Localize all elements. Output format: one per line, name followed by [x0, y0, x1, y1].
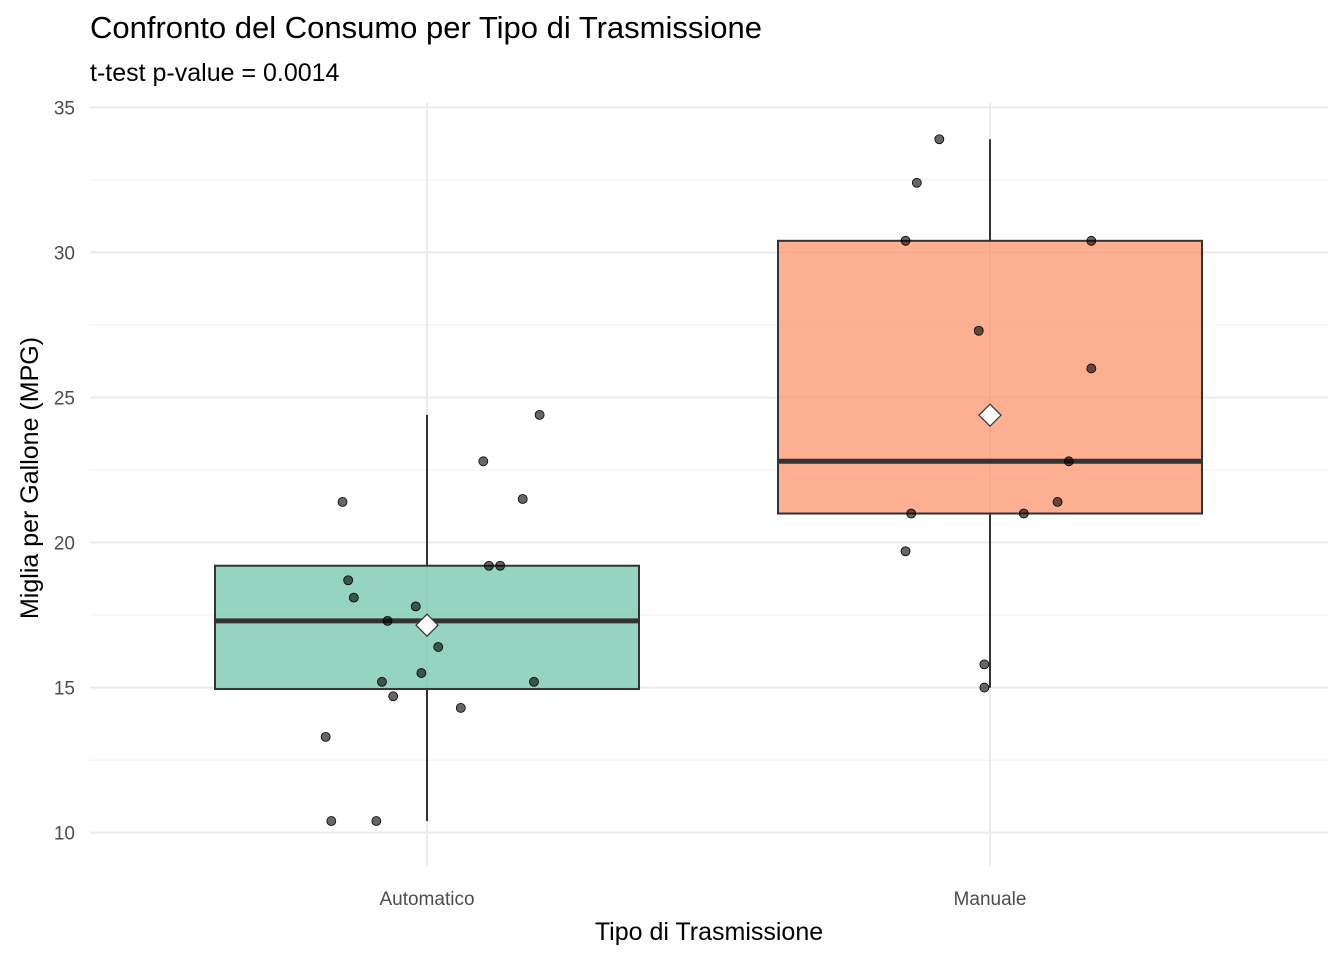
mean-diamond	[978, 403, 1002, 428]
y-axis-title: Miglia per Gallone (MPG)	[16, 337, 44, 619]
mean-markers	[415, 403, 1002, 638]
data-point	[1086, 363, 1097, 374]
data-point	[973, 325, 984, 336]
x-tick-label: Manuale	[954, 889, 1027, 910]
data-point	[433, 642, 444, 652]
mean-diamond	[415, 613, 439, 638]
data-point	[478, 456, 489, 467]
data-point	[382, 615, 393, 626]
data-point	[1052, 497, 1063, 507]
data-point	[900, 235, 911, 246]
data-point	[534, 409, 545, 420]
data-point	[1018, 508, 1029, 519]
box-manuale	[777, 239, 1203, 515]
x-axis-ticks: Automatico Manuale	[379, 889, 1026, 910]
data-point	[348, 592, 359, 603]
data-point	[529, 676, 539, 687]
data-point	[906, 508, 917, 519]
y-tick-label: 35	[54, 98, 75, 119]
data-point	[410, 601, 421, 612]
data-point	[934, 134, 945, 145]
data-point	[911, 177, 922, 188]
y-axis-ticks: 10 15 20 25 30 35	[54, 98, 75, 844]
data-point	[371, 816, 382, 826]
data-point	[337, 497, 348, 507]
data-point	[455, 702, 466, 713]
data-point	[377, 676, 387, 687]
y-tick-label: 15	[54, 679, 75, 700]
data-point	[979, 659, 990, 670]
box-layer	[214, 139, 1203, 822]
y-tick-label: 20	[54, 534, 75, 555]
data-point	[517, 494, 528, 504]
y-tick-label: 10	[54, 824, 75, 845]
data-point	[1086, 235, 1097, 246]
chart-subtitle: t-test p-value = 0.0014	[90, 59, 340, 87]
data-point	[326, 816, 337, 826]
chart-title: Confronto del Consumo per Tipo di Trasmi…	[90, 10, 762, 45]
data-point	[484, 560, 494, 571]
data-point	[416, 668, 427, 678]
data-point	[900, 546, 911, 557]
y-tick-label: 30	[54, 243, 75, 264]
data-point	[343, 575, 354, 586]
data-point	[388, 691, 399, 702]
x-tick-label: Automatico	[379, 889, 474, 910]
x-axis-title: Tipo di Trasmissione	[595, 918, 823, 946]
data-point	[1063, 456, 1074, 467]
data-point	[495, 560, 506, 571]
data-point	[979, 682, 990, 693]
y-tick-label: 25	[54, 388, 75, 409]
data-point	[320, 731, 331, 742]
jitter-points	[320, 134, 1097, 826]
